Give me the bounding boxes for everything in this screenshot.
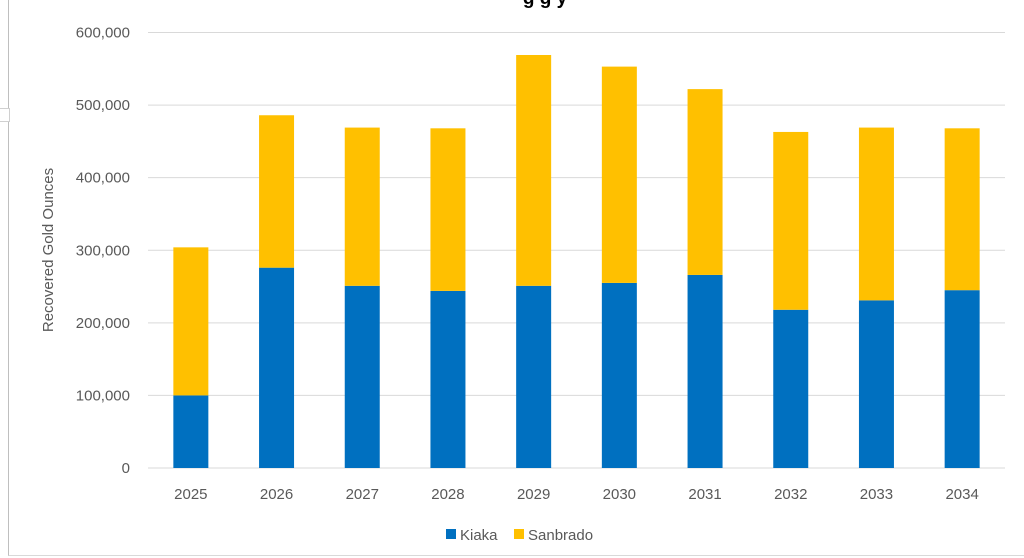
x-axis-tick-labels: 2025 2026 2027 2028 2029 2030 2031 2032 2033 2034 <box>174 486 979 503</box>
bar-sanbrado-2032 <box>773 131 809 310</box>
bar-sanbrado-2028 <box>430 128 466 291</box>
bars <box>173 55 980 468</box>
bar-sanbrado-2034 <box>944 128 980 291</box>
bar-kiaka-2034 <box>944 290 980 468</box>
bar-kiaka-2028 <box>430 290 466 468</box>
x-tick-label: 2034 <box>945 486 978 503</box>
chart-frame <box>8 0 1024 556</box>
bar-kiaka-2033 <box>858 300 894 468</box>
legend-label-sanbrado: Sanbrado <box>528 527 593 544</box>
legend-swatch-kiaka <box>446 529 456 539</box>
bar-sanbrado-2030 <box>601 66 637 283</box>
bar-kiaka-2025 <box>173 395 209 468</box>
y-tick-label: 0 <box>122 460 130 477</box>
y-tick-label: 600,000 <box>76 25 130 42</box>
legend-label-kiaka: Kiaka <box>460 527 498 544</box>
bar-kiaka-2031 <box>687 274 723 468</box>
y-axis-tick-labels: 0 100,000 200,000 300,000 400,000 500,000 600,… <box>76 25 130 478</box>
legend: Kiaka Sanbrado <box>446 527 593 544</box>
chart-title: g g y <box>523 0 568 9</box>
x-tick-label: 2033 <box>860 486 893 503</box>
x-tick-label: 2025 <box>174 486 207 503</box>
x-tick-label: 2026 <box>260 486 293 503</box>
bar-sanbrado-2025 <box>173 247 209 396</box>
bar-kiaka-2030 <box>601 282 637 468</box>
bar-sanbrado-2033 <box>858 127 894 301</box>
x-tick-label: 2032 <box>774 486 807 503</box>
bar-kiaka-2029 <box>516 285 552 468</box>
bar-kiaka-2032 <box>773 309 809 468</box>
bar-sanbrado-2031 <box>687 89 723 275</box>
y-tick-label: 500,000 <box>76 97 130 114</box>
x-tick-label: 2030 <box>603 486 636 503</box>
y-tick-label: 400,000 <box>76 170 130 187</box>
bar-sanbrado-2029 <box>516 55 552 286</box>
legend-swatch-sanbrado <box>514 529 524 539</box>
y-axis-title: Recovered Gold Ounces <box>40 168 57 332</box>
x-tick-label: 2028 <box>431 486 464 503</box>
x-tick-label: 2029 <box>517 486 550 503</box>
side-tab-marker <box>0 108 10 122</box>
y-tick-label: 300,000 <box>76 242 130 259</box>
bar-sanbrado-2026 <box>259 115 295 268</box>
x-tick-label: 2031 <box>688 486 721 503</box>
bar-kiaka-2026 <box>259 267 295 468</box>
y-tick-label: 100,000 <box>76 387 130 404</box>
y-tick-label: 200,000 <box>76 315 130 332</box>
x-tick-label: 2027 <box>346 486 379 503</box>
chart-title-group: g g y <box>523 0 568 9</box>
bar-sanbrado-2027 <box>344 127 380 286</box>
bar-kiaka-2027 <box>344 285 380 468</box>
